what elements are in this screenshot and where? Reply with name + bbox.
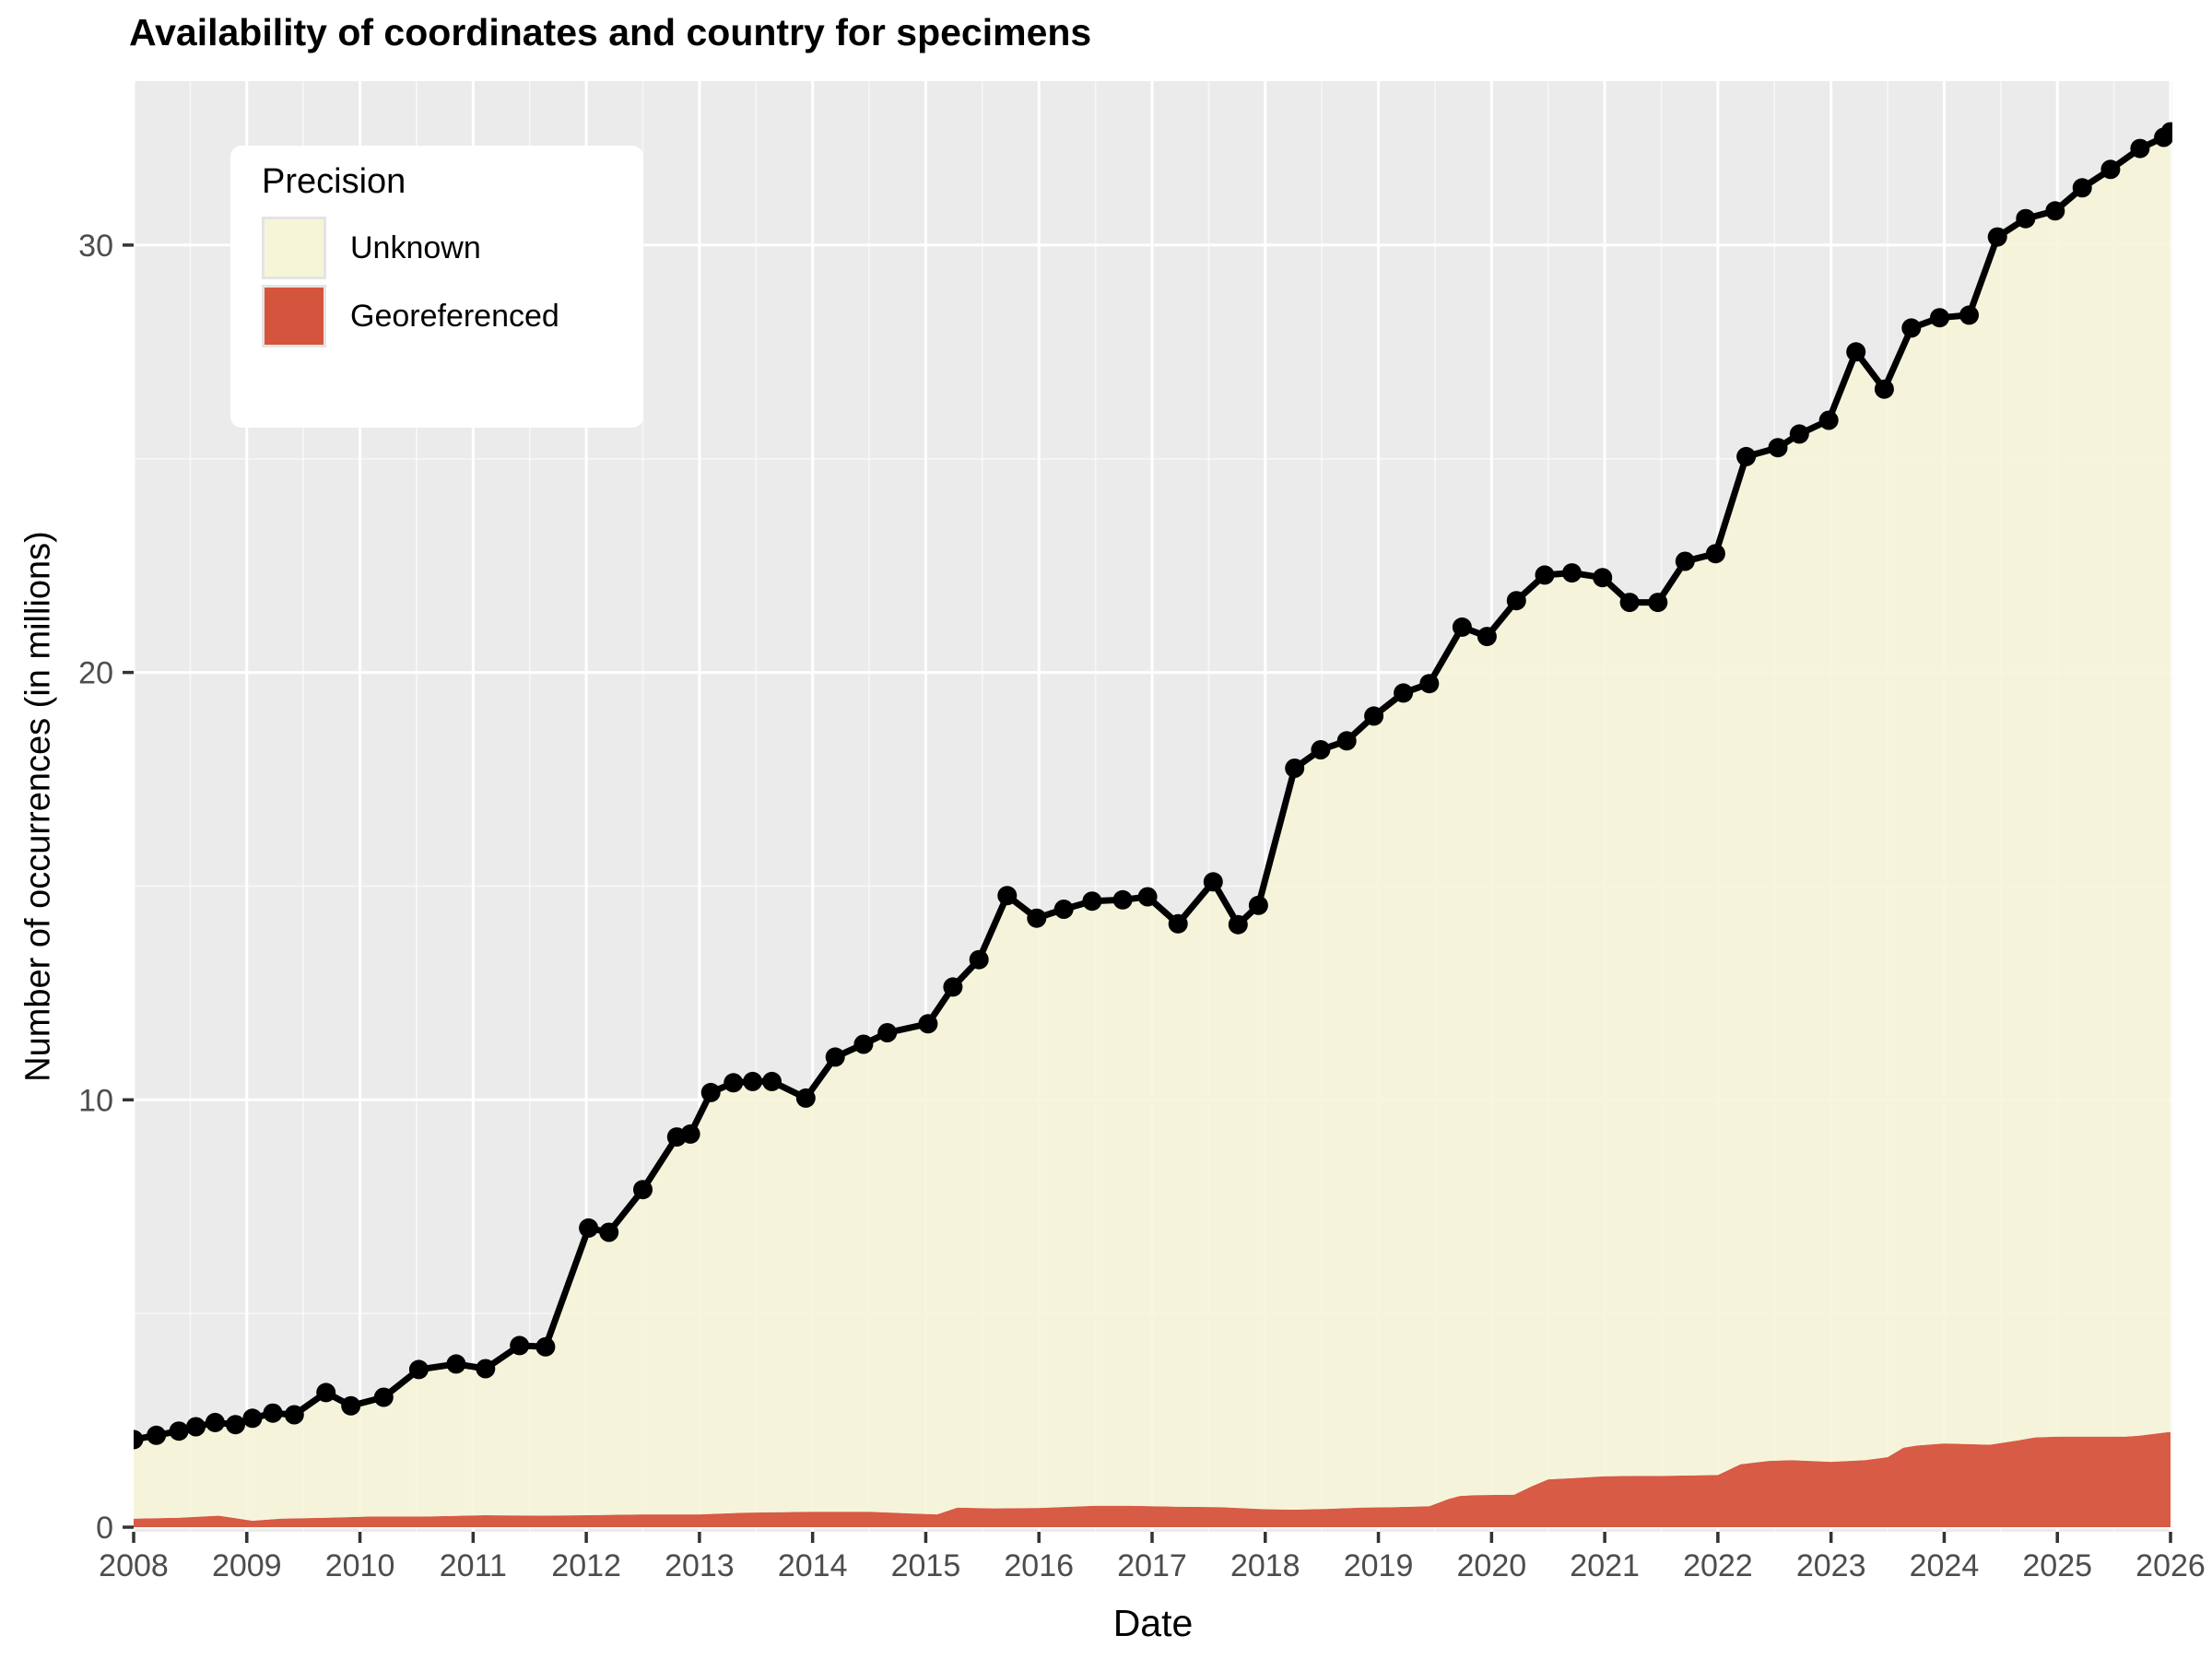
axis-ticks xyxy=(123,243,2172,1543)
legend-label-unknown: Unknown xyxy=(350,229,481,265)
x-tick-label: 2026 xyxy=(2136,1548,2206,1583)
legend-title: Precision xyxy=(262,162,406,201)
x-tick-label: 2018 xyxy=(1230,1548,1300,1583)
y-axis-title: Number of occurrences (in millions) xyxy=(18,531,58,1082)
x-tick-label: 2016 xyxy=(1004,1548,1074,1583)
x-tick-label: 2020 xyxy=(1457,1548,1527,1583)
y-tick-label: 10 xyxy=(78,1083,113,1118)
x-tick-label: 2025 xyxy=(2022,1548,2092,1583)
legend-row-unknown: Unknown xyxy=(262,217,643,279)
legend-row-georeferenced: Georeferenced xyxy=(262,285,643,347)
legend-label-georeferenced: Georeferenced xyxy=(350,298,559,334)
x-tick-label: 2021 xyxy=(1570,1548,1640,1583)
x-tick-label: 2013 xyxy=(665,1548,735,1583)
x-tick-label: 2014 xyxy=(778,1548,848,1583)
x-tick-label: 2011 xyxy=(440,1548,507,1583)
y-tick-label: 0 xyxy=(96,1511,113,1546)
x-tick-label: 2015 xyxy=(891,1548,961,1583)
total-line xyxy=(134,129,2172,1443)
chart-title: Availability of coordinates and country … xyxy=(129,11,1092,53)
x-tick-label: 2017 xyxy=(1117,1548,1187,1583)
legend: Precision Unknown Georeferenced xyxy=(230,146,643,428)
total-points xyxy=(134,122,2172,1450)
x-tick-label: 2019 xyxy=(1344,1548,1414,1583)
x-tick-label: 2009 xyxy=(212,1548,282,1583)
legend-swatch-unknown xyxy=(262,217,326,279)
x-tick-label: 2024 xyxy=(1910,1548,1980,1583)
y-tick-label: 20 xyxy=(78,656,113,691)
x-tick-label: 2022 xyxy=(1683,1548,1753,1583)
x-axis-title: Date xyxy=(1112,1602,1194,1644)
x-tick-label: 2023 xyxy=(1796,1548,1866,1583)
x-tick-label: 2010 xyxy=(325,1548,395,1583)
tick-labels: 2008 2009 2010 2011 2012 2013 2014 2015 2016 2017… xyxy=(78,229,2206,1583)
area-unknown xyxy=(134,132,2171,1521)
y-tick-label: 30 xyxy=(78,229,113,264)
x-tick-label: 2008 xyxy=(99,1548,169,1583)
area-georeferenced xyxy=(134,1431,2171,1527)
x-tick-label: 2012 xyxy=(551,1548,621,1583)
legend-swatch-georeferenced xyxy=(262,285,326,347)
